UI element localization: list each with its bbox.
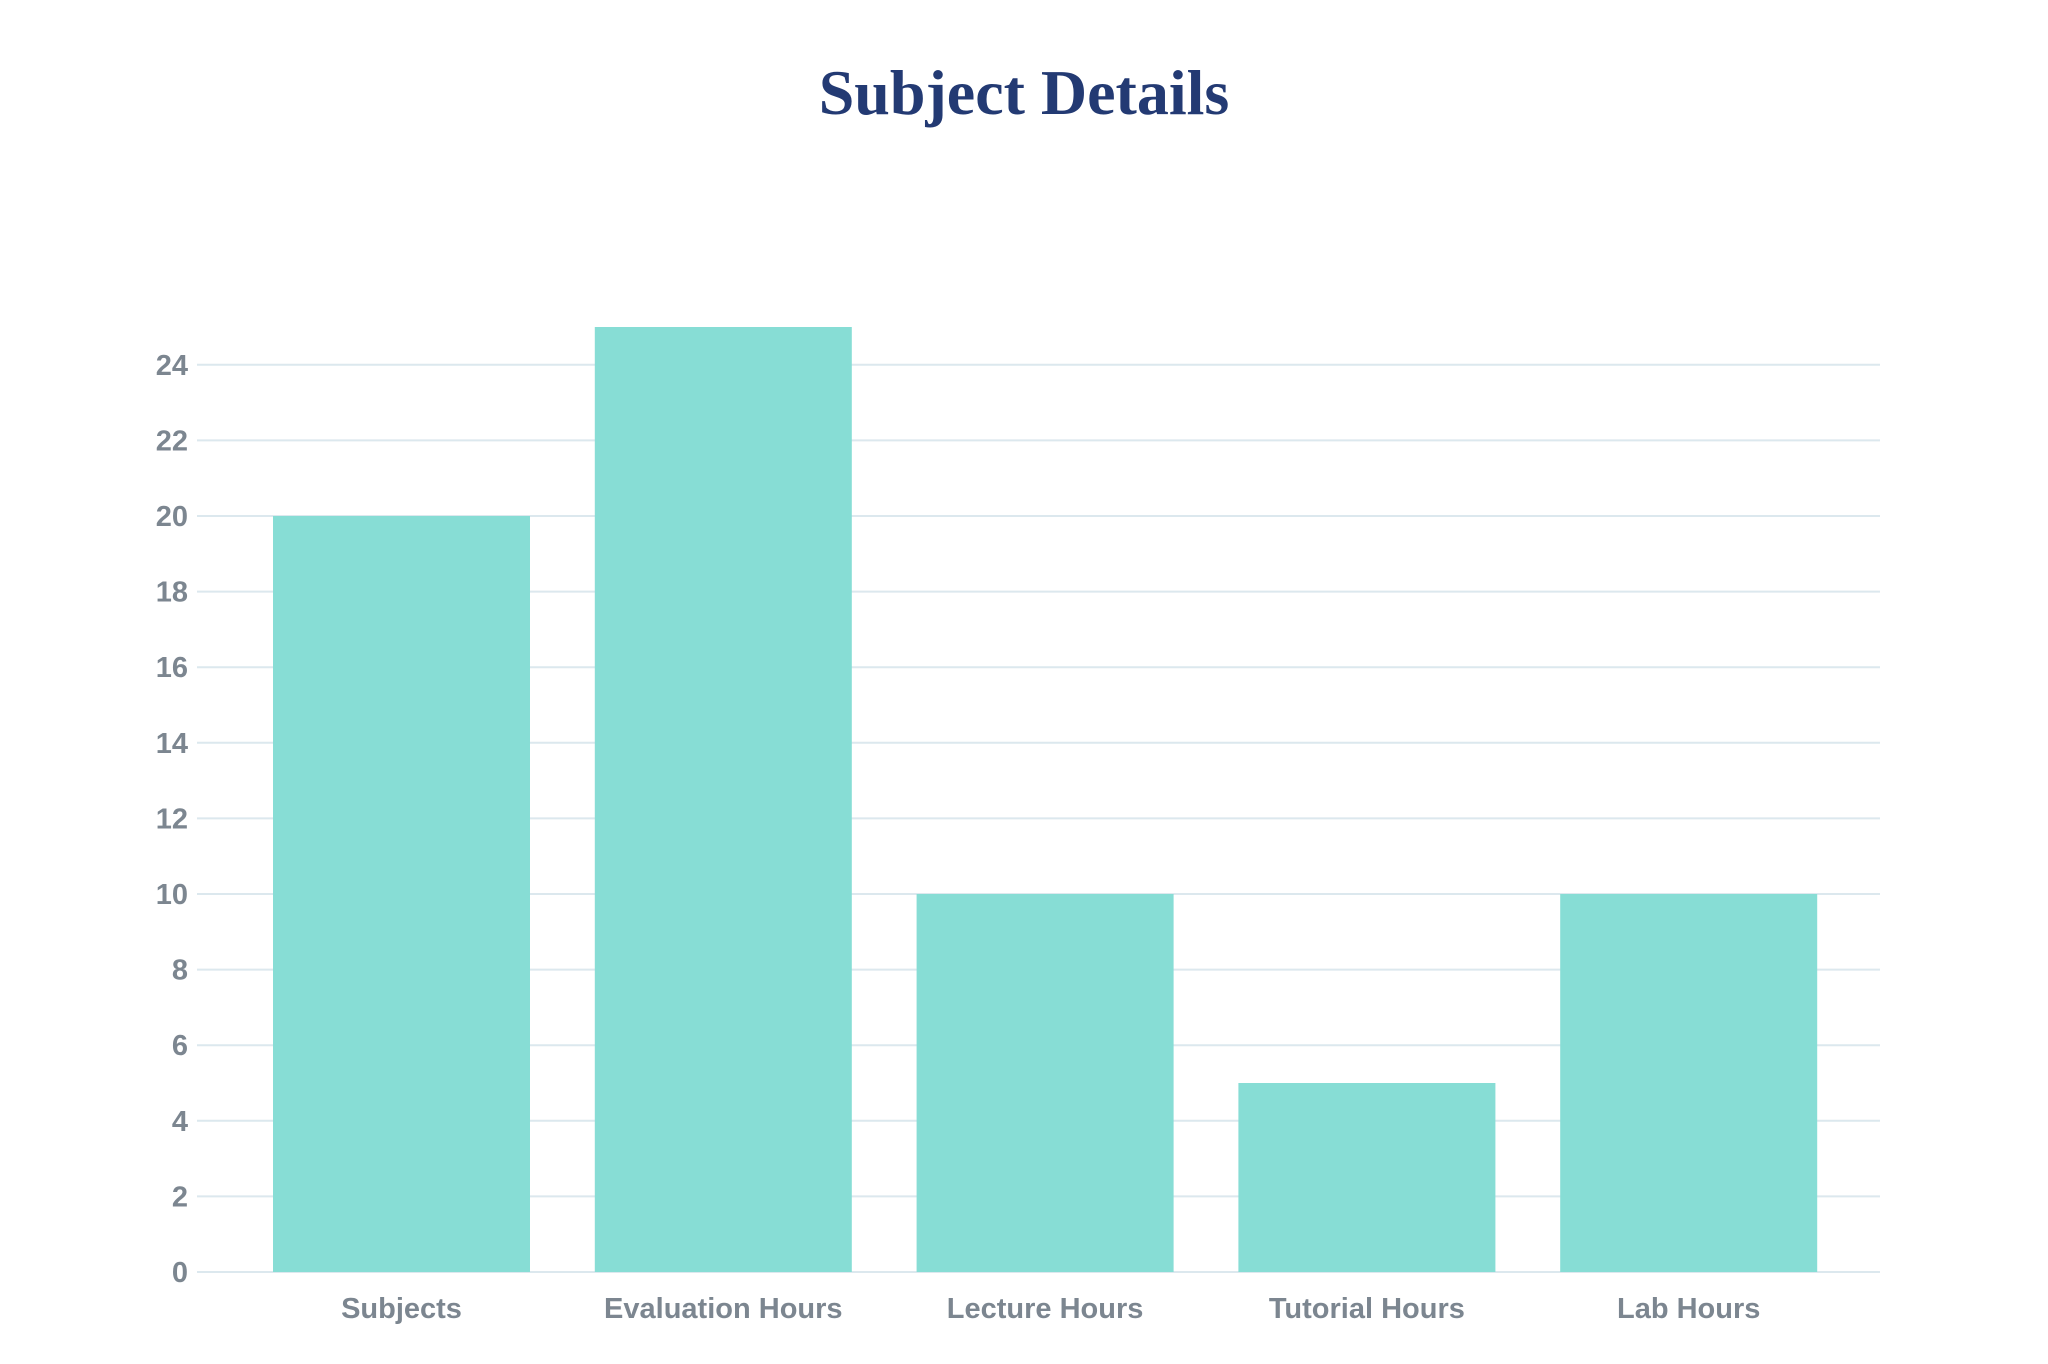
x-category-label: Lab Hours	[1617, 1293, 1760, 1325]
bar-lab-hours[interactable]	[1560, 894, 1818, 1272]
y-tick-label: 20	[156, 501, 188, 533]
y-tick-label: 0	[172, 1257, 188, 1289]
y-tick-label: 8	[172, 955, 188, 987]
bars	[273, 327, 1818, 1272]
y-tick-label: 4	[172, 1106, 188, 1138]
y-tick-label: 2	[172, 1181, 188, 1213]
bar-subjects[interactable]	[273, 516, 530, 1272]
y-tick-label: 22	[156, 425, 188, 457]
y-tick-label: 10	[156, 879, 188, 911]
x-axis-labels: Subjects Evaluation Hours Lecture Hours Tut…	[341, 1293, 1760, 1325]
y-tick-label: 6	[172, 1030, 188, 1062]
y-tick-label: 14	[156, 728, 188, 760]
bar-tutorial-hours[interactable]	[1238, 1083, 1496, 1272]
x-category-label: Lecture Hours	[947, 1293, 1144, 1325]
y-tick-label: 24	[156, 350, 188, 382]
chart-title: Subject Details	[818, 57, 1230, 128]
bar-evaluation-hours[interactable]	[594, 327, 852, 1272]
y-tick-label: 18	[156, 577, 188, 609]
x-category-label: Subjects	[341, 1293, 462, 1325]
y-tick-label: 16	[156, 652, 188, 684]
bar-lecture-hours[interactable]	[916, 894, 1174, 1272]
y-tick-label: 12	[156, 803, 188, 835]
x-category-label: Evaluation Hours	[604, 1293, 843, 1325]
x-category-label: Tutorial Hours	[1269, 1293, 1465, 1325]
